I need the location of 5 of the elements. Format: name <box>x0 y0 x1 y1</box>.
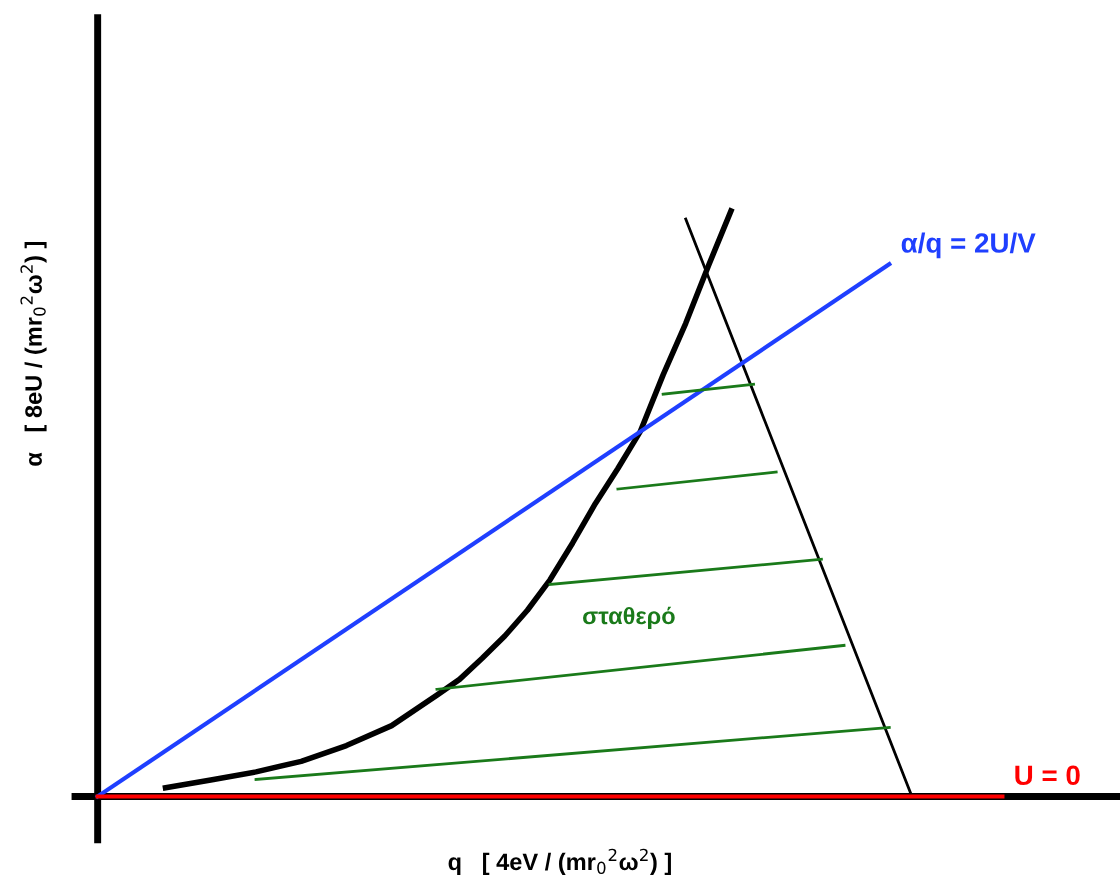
x-axis-title: q [ 4eV / (mr$_{0}$$^{2}$ω$^{2}$) ] <box>448 848 671 875</box>
annotation: σταθερό <box>583 606 675 629</box>
y-axis-title: α [ 8eU / (mr$_{0}$$^{2}$ω$^{2}$) ] <box>20 241 47 466</box>
series-label: α/q = 2U/V <box>901 232 1036 259</box>
series-label: U = 0 <box>1015 765 1080 786</box>
